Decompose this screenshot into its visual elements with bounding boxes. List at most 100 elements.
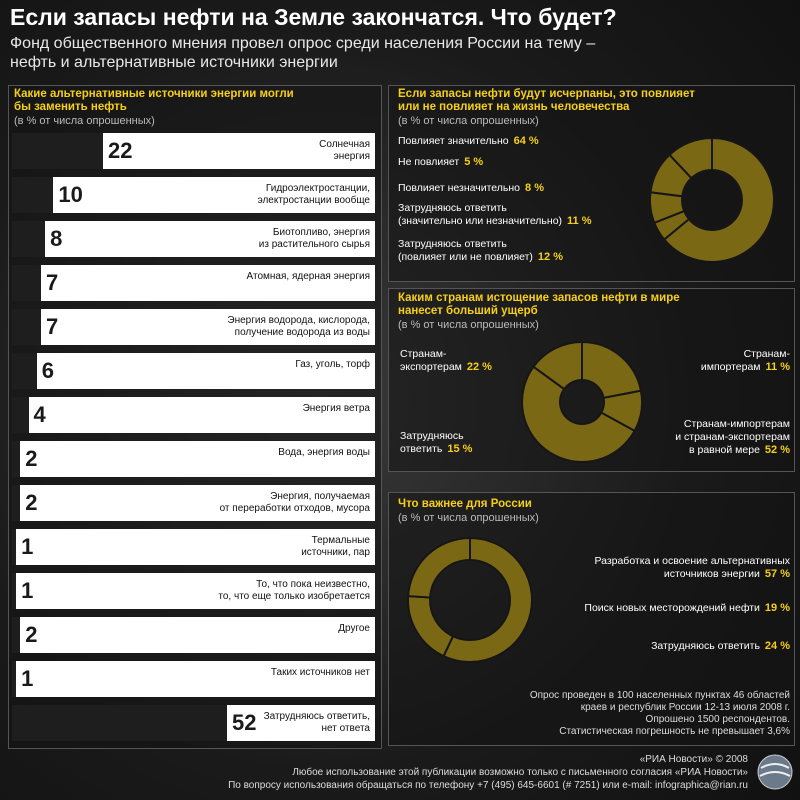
row-box: [12, 617, 375, 653]
panel: [388, 288, 795, 472]
data-label: Разработка и освоение альтернативных ист…: [594, 555, 790, 581]
data-label: Странам- экспортерам 22 %: [400, 348, 492, 374]
value-label: 6: [41, 358, 55, 383]
bar: [12, 133, 103, 169]
category-label: Энергия, получаемая от переработки отход…: [219, 491, 370, 514]
row-box: [12, 573, 375, 609]
category-label: Странам-импортерам и странам-экспортерам…: [675, 418, 790, 456]
bar: [12, 221, 46, 257]
data-label: Повлияет незначительно 8 %: [398, 182, 544, 195]
row-box: [12, 441, 375, 477]
chart-title: Что важнее для России: [398, 498, 532, 510]
copyright: «РИА Новости» © 2008: [639, 754, 748, 765]
category-label: Газ, уголь, торф: [295, 359, 370, 370]
value-label: 5 %: [464, 156, 484, 168]
bar: [12, 573, 17, 609]
row-box: [12, 661, 375, 697]
value-label: 1: [21, 666, 34, 691]
category-label: Другое: [338, 623, 370, 634]
data-label: Повлияет значительно 64 %: [398, 135, 539, 148]
value-label: 24 %: [764, 640, 790, 652]
bar: [12, 353, 37, 389]
title: Если запасы нефти на Земле закончатся. Ч…: [10, 4, 617, 30]
chart-subtitle: (в % от числа опрошенных): [398, 319, 539, 331]
category-label: Затрудняюсь ответить: [400, 430, 464, 455]
category-label: То, что пока неизвестно, то, что еще тол…: [218, 579, 370, 602]
footer-text: Любое использование этой публикации возм…: [292, 767, 748, 778]
value-label: 64 %: [513, 135, 539, 147]
value-label: 2: [25, 446, 38, 471]
value-label: 52 %: [764, 444, 790, 456]
category-label: Странам- экспортерам: [400, 348, 462, 373]
bar: [12, 661, 17, 697]
data-label: Не повлияет 5 %: [398, 156, 483, 169]
row-box: [12, 397, 375, 433]
row-box: [12, 177, 375, 213]
bar: [12, 397, 29, 433]
value-label: 19 %: [764, 602, 790, 614]
bar: [12, 485, 21, 521]
category-label: Энергия водорода, кислорода, получение в…: [227, 315, 370, 338]
chart-subtitle: (в % от числа опрошенных): [398, 512, 539, 524]
category-label: Биотопливо, энергия из растительного сыр…: [258, 227, 370, 250]
row-box: [12, 485, 375, 521]
footer-text: По вопросу использования обращаться по т…: [228, 780, 748, 791]
value-label: 7: [45, 270, 59, 295]
chart-subtitle: (в % от числа опрошенных): [398, 115, 539, 127]
category-label: Затрудняюсь ответить (повлияет или не по…: [398, 238, 533, 263]
row-box: [12, 221, 375, 257]
value-label: 15 %: [447, 443, 473, 455]
value-label: 1: [21, 578, 34, 603]
notes: Опрос проведен в 100 населенных пунктах …: [529, 690, 790, 737]
category-label: Поиск новых месторождений нефти: [584, 602, 760, 614]
bar: [12, 705, 227, 741]
chart-subtitle: (в % от числа опрошенных): [14, 115, 155, 127]
bar: [12, 441, 21, 477]
chart-title: Какие альтернативные источники энергии м…: [14, 88, 294, 113]
row-box: [12, 309, 375, 345]
data-label: Затрудняюсь ответить (повлияет или не по…: [398, 238, 563, 264]
category-label: Повлияет незначительно: [398, 182, 521, 194]
bar: [12, 265, 41, 301]
value-label: 7: [45, 314, 59, 339]
data-label: Странам-импортерам и странам-экспортерам…: [675, 418, 790, 457]
chart-title: Если запасы нефти будут исчерпаны, это п…: [398, 88, 695, 113]
subtitle: Фонд общественного мнения провел опрос с…: [10, 35, 596, 71]
data-label: Затрудняюсь ответить 24 %: [651, 640, 790, 653]
logo: [757, 754, 793, 790]
category-label: Таких источников нет: [270, 667, 370, 678]
value-label: 22 %: [466, 361, 492, 373]
value-label: 1: [21, 534, 34, 559]
data-label: Странам- импортерам 11 %: [701, 348, 790, 374]
bar: [12, 529, 17, 565]
category-label: Странам- импортерам: [700, 348, 790, 373]
value-label: 2: [25, 622, 38, 647]
category-label: Затрудняюсь ответить: [651, 640, 760, 652]
chart-title: Каким странам истощение запасов нефти в …: [398, 292, 680, 317]
bar: [12, 617, 21, 653]
data-label: Поиск новых месторождений нефти 19 %: [584, 602, 790, 615]
panel: [388, 492, 795, 746]
row-box: [12, 265, 375, 301]
category-label: Атомная, ядерная энергия: [246, 271, 370, 282]
value-label: 11 %: [567, 215, 592, 227]
category-label: Разработка и освоение альтернативных ист…: [594, 555, 790, 580]
value-label: 2: [25, 490, 38, 515]
value-label: 8: [50, 226, 63, 251]
category-label: Затрудняюсь ответить (значительно или не…: [398, 202, 563, 227]
value-label: 4: [33, 402, 46, 427]
category-label: Повлияет значительно: [398, 135, 509, 147]
row-box: [12, 529, 375, 565]
value-label: 22: [107, 138, 133, 163]
category-label: Гидроэлектростанции, электростанции вооб…: [257, 183, 370, 206]
data-label: Затрудняюсь ответить (значительно или не…: [398, 202, 592, 228]
value-label: 52: [232, 710, 257, 735]
row-box: [12, 353, 375, 389]
category-label: Энергия ветра: [302, 403, 370, 414]
value-label: 10: [58, 182, 83, 207]
category-label: Солнечная энергия: [319, 139, 370, 162]
value-label: 57 %: [764, 568, 790, 580]
category-label: Термальные источники, пар: [301, 535, 370, 558]
category-label: Затрудняюсь ответить, нет ответа: [263, 711, 370, 734]
